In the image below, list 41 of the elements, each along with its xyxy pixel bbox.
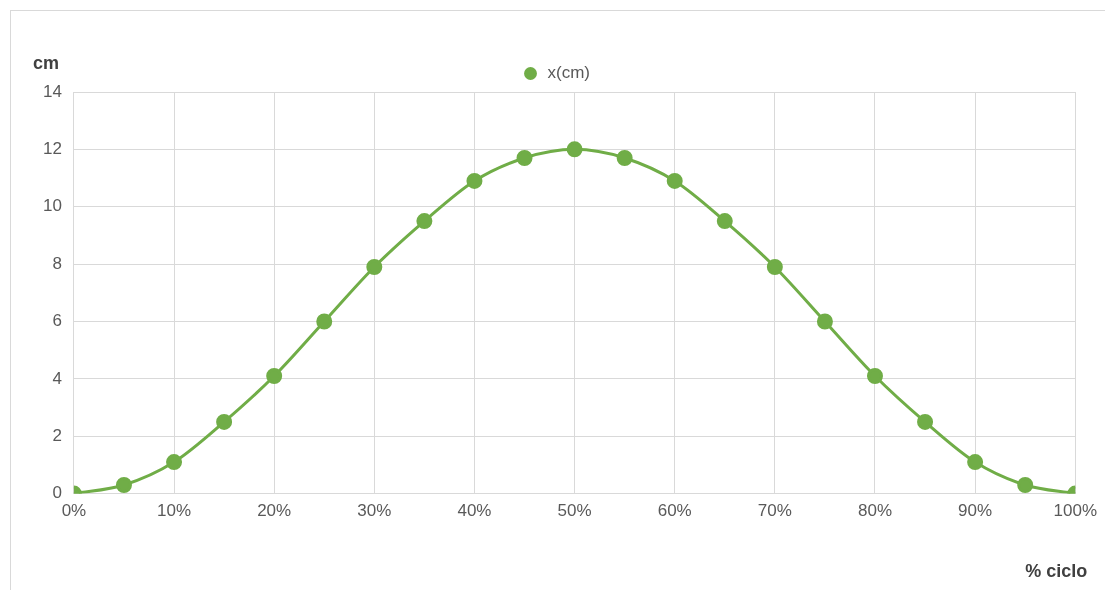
y-tick-label: 8	[52, 253, 62, 273]
point	[216, 413, 233, 430]
point	[516, 149, 533, 166]
point	[967, 454, 984, 471]
point	[466, 172, 483, 189]
point	[366, 258, 383, 275]
x-tick-label: 50%	[557, 501, 592, 521]
x-tick-label: 70%	[757, 501, 792, 521]
y-tick-label: 6	[52, 311, 62, 331]
y-tick-label: 12	[42, 139, 62, 159]
point	[716, 213, 733, 230]
point	[666, 172, 683, 189]
x-tick-label: 90%	[958, 501, 993, 521]
point	[266, 367, 283, 384]
point	[766, 258, 783, 275]
y-tick-label: 10	[42, 196, 62, 216]
point	[416, 213, 433, 230]
point	[616, 149, 633, 166]
point	[166, 454, 183, 471]
y-tick-label: 2	[52, 425, 62, 445]
y-tick-label: 14	[42, 81, 62, 101]
x-tick-label: 0%	[61, 501, 87, 521]
x-tick-label: 40%	[457, 501, 492, 521]
y-axis-title: cm	[33, 53, 60, 73]
y-tick-label: 0	[52, 483, 62, 503]
point	[1017, 476, 1034, 493]
point	[566, 141, 583, 158]
point	[115, 476, 132, 493]
x-tick-label: 10%	[157, 501, 192, 521]
x-tick-label: 60%	[657, 501, 692, 521]
point	[816, 313, 833, 330]
x-axis-title: % ciclo	[1025, 560, 1088, 581]
x-tick-label: 20%	[257, 501, 292, 521]
x-tick-label: 30%	[357, 501, 392, 521]
y-tick-label: 4	[52, 368, 62, 388]
x-tick-label: 100%	[1053, 501, 1097, 521]
point	[866, 367, 883, 384]
point	[316, 313, 333, 330]
x-tick-label: 80%	[857, 501, 893, 521]
legend-label: x(cm)	[547, 63, 590, 83]
point	[917, 413, 934, 430]
